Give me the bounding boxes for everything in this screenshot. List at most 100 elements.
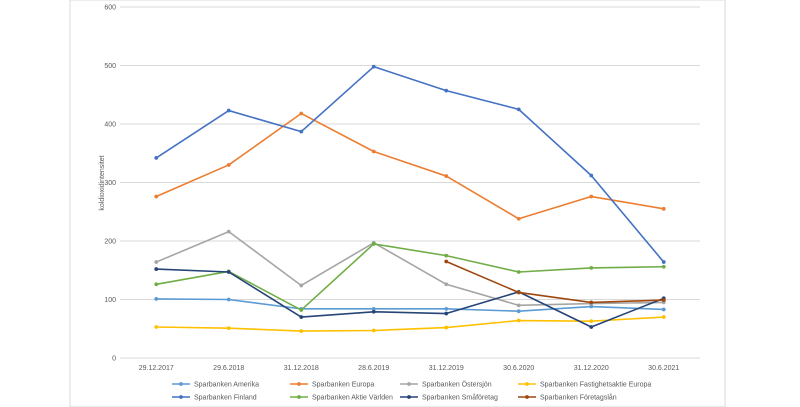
legend-marker	[179, 395, 183, 399]
legend-marker	[525, 382, 529, 386]
data-point	[154, 156, 159, 160]
data-point	[371, 64, 376, 69]
data-point	[589, 194, 594, 199]
legend-item: Sparbanken Företagslån	[518, 394, 617, 402]
series-line	[155, 65, 665, 263]
data-point	[154, 260, 159, 264]
legend: Sparbanken Amerika Sparbanken Europa Sparb…	[172, 381, 651, 402]
data-point	[299, 308, 304, 312]
data-point	[444, 306, 449, 311]
data-point	[444, 325, 449, 330]
data-point	[226, 108, 231, 113]
x-tick-labels: 29.12.2017 29.6.2018 31.12.2018 28.6.2019 31…	[139, 365, 680, 372]
legend-item: Sparbanken Aktie Världen	[290, 395, 393, 402]
series-1	[154, 111, 666, 221]
legend-label: Sparbanken Europa	[312, 382, 374, 389]
legend-marker	[297, 395, 301, 399]
data-point	[226, 297, 231, 302]
y-tick-label: 200	[104, 239, 116, 246]
data-point	[371, 242, 376, 246]
data-point	[154, 297, 159, 301]
data-point	[589, 319, 594, 324]
x-tick-label: 31.12.2020	[574, 365, 609, 372]
data-point	[371, 309, 376, 314]
data-point	[444, 311, 449, 316]
y-tick-label: 100	[104, 297, 116, 304]
data-point	[516, 107, 521, 112]
data-point	[154, 325, 159, 329]
x-tick-label: 30.6.2020	[503, 365, 534, 372]
data-point	[226, 163, 231, 167]
series-line	[156, 243, 664, 311]
data-point	[661, 307, 666, 312]
data-point	[226, 326, 231, 331]
data-point	[444, 88, 449, 93]
data-point	[299, 129, 304, 134]
data-point	[589, 173, 594, 178]
data-point	[516, 290, 521, 295]
x-tick-label: 31.12.2019	[429, 365, 464, 372]
legend-item: Sparbanken Småföretag	[400, 394, 498, 402]
series-line	[156, 268, 665, 328]
y-tick-label: 600	[104, 5, 116, 12]
data-point	[154, 267, 159, 271]
data-point	[661, 315, 666, 319]
y-tick-label: 300	[104, 180, 116, 187]
data-point	[299, 315, 304, 319]
chart-area	[69, 0, 726, 407]
legend-label: Sparbanken Företagslån	[540, 394, 617, 402]
y-axis-label: koldioxidintensitet	[99, 155, 106, 210]
data-point	[589, 304, 594, 309]
data-point	[154, 282, 159, 287]
legend-marker	[407, 382, 411, 386]
x-tick-label: 31.12.2018	[284, 365, 319, 372]
data-point	[371, 306, 376, 311]
data-point	[661, 298, 666, 302]
data-point	[516, 309, 521, 314]
legend-item: Sparbanken Finland	[172, 395, 257, 402]
data-point	[661, 264, 666, 269]
data-point	[516, 270, 521, 274]
data-point	[444, 282, 449, 287]
series-lines	[154, 64, 666, 333]
data-point	[371, 149, 376, 154]
legend-label: Sparbanken Småföretag	[422, 394, 498, 402]
data-point	[661, 260, 666, 264]
legend-label: Sparbanken Finland	[194, 395, 257, 402]
data-point	[516, 303, 521, 308]
y-tick-label: 400	[104, 122, 116, 129]
series-line	[156, 298, 664, 313]
x-tick-label: 28.6.2019	[358, 365, 389, 372]
series-line	[155, 112, 664, 220]
data-point	[299, 111, 304, 116]
legend-item: Sparbanken Fastighetsaktie Europa	[518, 382, 651, 389]
legend-label: Sparbanken Östersjön	[422, 381, 492, 389]
legend-marker	[297, 382, 301, 386]
data-point	[226, 270, 231, 274]
data-point	[299, 283, 304, 288]
data-point	[589, 300, 594, 305]
y-tick-label: 0	[112, 356, 116, 363]
legend-item: Sparbanken Amerika	[172, 382, 259, 389]
legend-item: Sparbanken Östersjön	[400, 381, 492, 389]
x-tick-label: 29.12.2017	[139, 365, 174, 372]
series-7	[444, 259, 666, 305]
series-line	[155, 230, 664, 307]
legend-item: Sparbanken Europa	[290, 382, 374, 389]
legend-label: Sparbanken Aktie Världen	[312, 395, 393, 402]
data-point	[154, 194, 159, 199]
data-point	[516, 216, 521, 221]
data-point	[444, 253, 449, 258]
y-tick-label: 500	[104, 63, 116, 70]
data-point	[371, 328, 376, 333]
data-point	[444, 174, 449, 178]
legend-marker	[525, 395, 529, 399]
data-point	[661, 206, 666, 211]
legend-label: Sparbanken Amerika	[194, 382, 259, 389]
legend-marker	[179, 382, 183, 386]
data-point	[516, 318, 521, 323]
data-point	[299, 329, 304, 333]
legend-label: Sparbanken Fastighetsaktie Europa	[540, 382, 651, 389]
data-point	[226, 229, 231, 234]
